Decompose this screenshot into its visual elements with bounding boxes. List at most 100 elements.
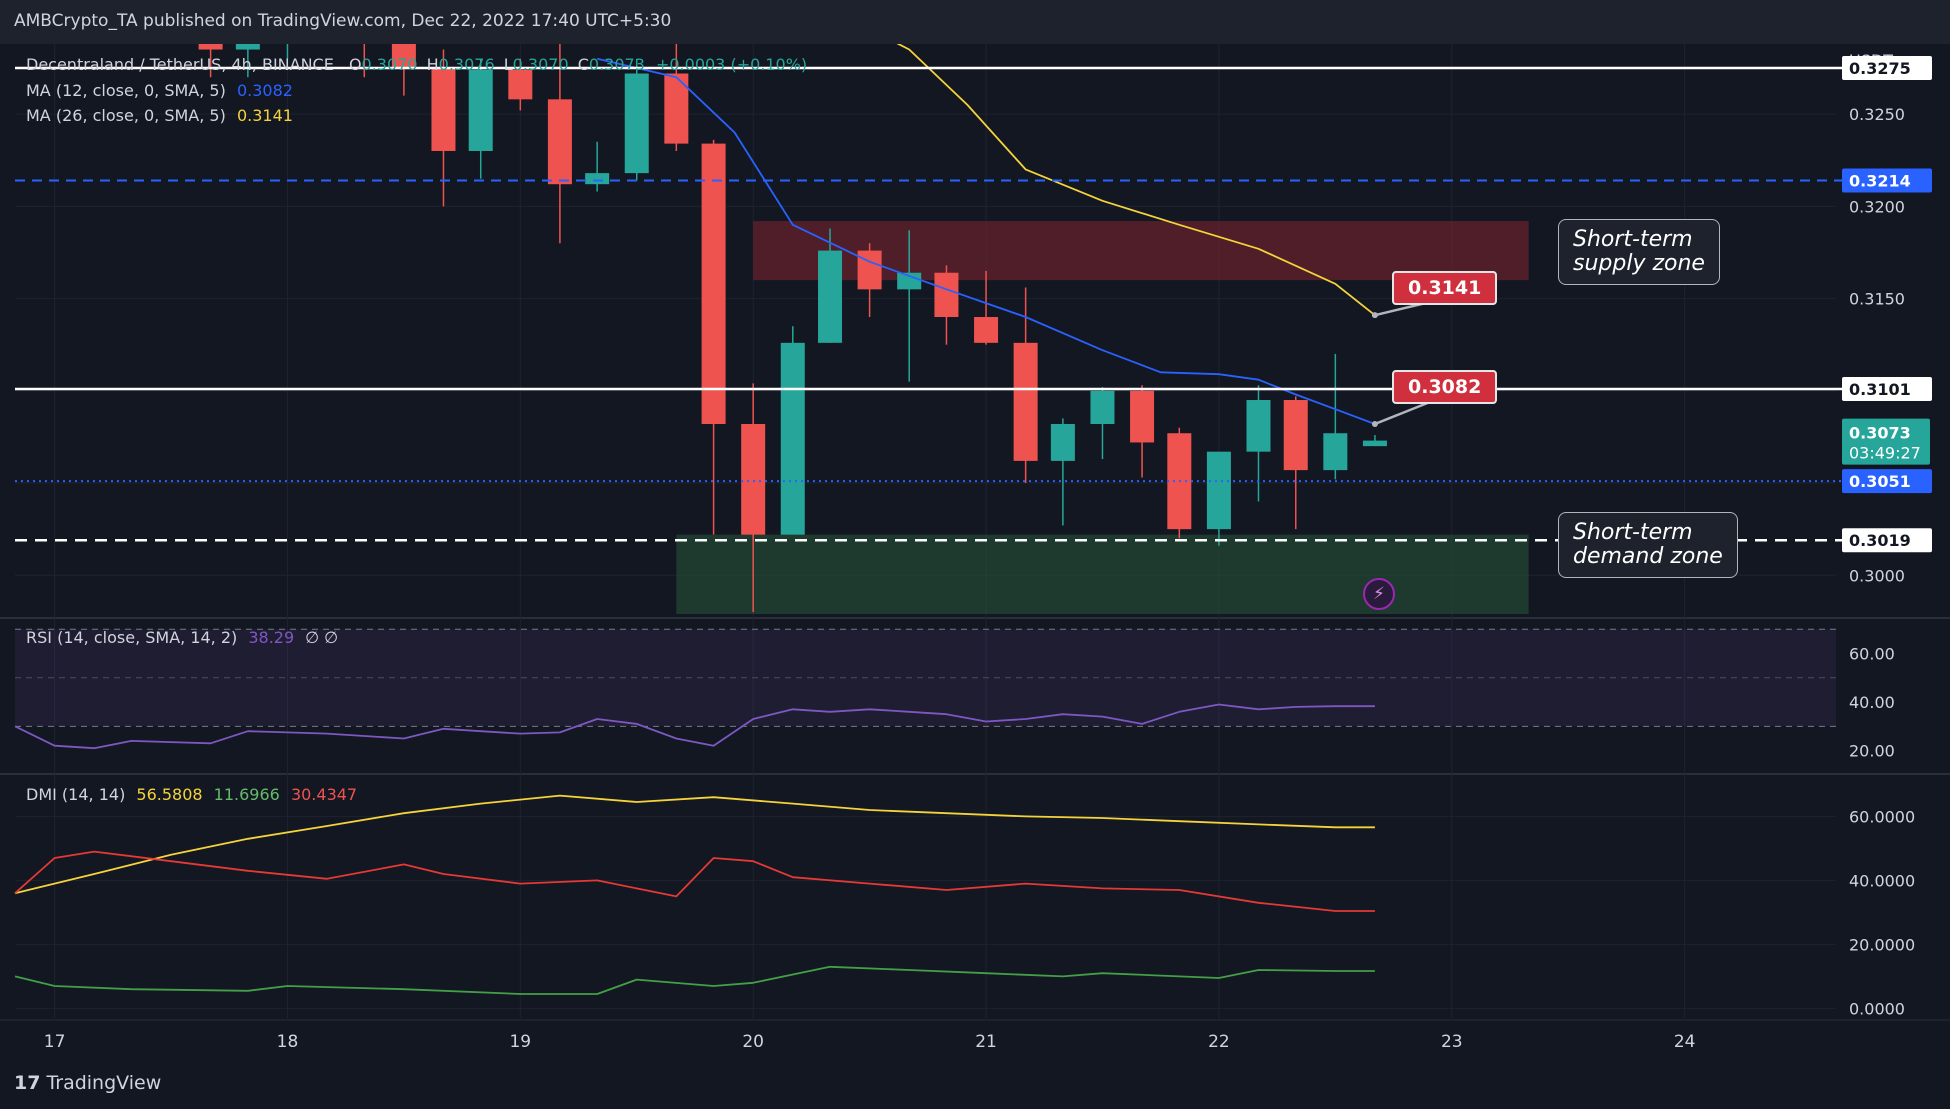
rsi-label: RSI (14, close, SMA, 14, 2) (26, 628, 238, 647)
price-level-tag: 0.3051 (1849, 472, 1911, 491)
candle-body (1246, 400, 1271, 452)
dmi-adx-line (14, 794, 1375, 895)
candle-body (547, 99, 572, 185)
ma26-legend: MA (26, close, 0, SMA, 5) 0.3141 (26, 106, 293, 125)
symbol-title: Decentraland / TetherUS, 4h, BINANCE (26, 55, 334, 74)
dmi-plus-di-line (14, 965, 1375, 995)
price-level-tag: 0.3101 (1849, 380, 1911, 399)
publisher-info: AMBCrypto_TA published on TradingView.co… (14, 11, 672, 31)
dmi-minus-di-line (14, 850, 1375, 912)
candle-body (468, 69, 493, 151)
rsi-y-tick-label: 40.00 (1849, 693, 1895, 712)
rsi-line (14, 703, 1375, 750)
price-level-tag-bg (1842, 376, 1932, 401)
dmi-y-tick-label: 0.0000 (1849, 999, 1905, 1018)
high-value: 0.3076 (438, 55, 495, 74)
candle-body (431, 67, 456, 151)
y-tick-label: 0.3200 (1849, 197, 1905, 216)
candle-body (1323, 433, 1348, 471)
supply-zone-label: Short-term supply zone (1558, 219, 1720, 285)
price-level-tag: 0.3214 (1849, 172, 1911, 191)
x-tick-label: 17 (44, 1032, 66, 1052)
ma26-callout-dot (1371, 312, 1378, 319)
close-label: C (577, 55, 589, 74)
high-label: H (426, 55, 439, 74)
change-value: +0.0003 (+0.10%) (655, 55, 808, 74)
x-tick-label: 21 (975, 1032, 997, 1052)
candle-body (585, 173, 610, 185)
price-level-tag: 0.3275 (1849, 59, 1911, 78)
low-label: L (503, 55, 513, 74)
dmi-y-tick-label: 20.0000 (1849, 935, 1915, 954)
ma26-label: MA (26, close, 0, SMA, 5) (26, 106, 226, 125)
x-tick-label: 19 (509, 1032, 531, 1052)
x-tick-label: 18 (277, 1032, 299, 1052)
dmi-adx: 56.5808 (136, 785, 203, 804)
ma26-value: 0.3141 (236, 106, 293, 125)
candle-body (198, 44, 223, 50)
candle-body (624, 73, 649, 174)
y-tick-label: 0.3250 (1849, 105, 1905, 124)
y-tick-label: 0.3000 (1849, 566, 1905, 585)
tradingview-logo-icon: 17 (14, 1072, 41, 1094)
ma12-legend: MA (12, close, 0, SMA, 5) 0.3082 (26, 81, 293, 100)
lightning-alert-icon[interactable]: ⚡ (1363, 578, 1395, 610)
dmi-y-tick-label: 40.0000 (1849, 871, 1915, 890)
open-label: O (348, 55, 362, 74)
last-price-countdown: 03:49:27 (1849, 444, 1921, 463)
footer (0, 1057, 1950, 1109)
candle-body (897, 272, 922, 290)
rsi-value: 38.29 (248, 628, 295, 647)
brand-name: TradingView (46, 1072, 162, 1094)
rsi-extra: ∅ ∅ (305, 628, 339, 647)
ma26-callout: 0.3141 (1392, 271, 1498, 305)
rsi-y-tick-label: 60.00 (1849, 645, 1895, 664)
candle-body (1130, 390, 1155, 443)
candle-body (1206, 451, 1231, 530)
dmi-plus: 11.6966 (213, 785, 280, 804)
x-tick-label: 23 (1441, 1032, 1463, 1052)
candle-body (741, 424, 766, 535)
candle-body (391, 44, 416, 68)
last-price-tag-bg (1842, 418, 1930, 465)
dmi-y-tick-label: 60.0000 (1849, 807, 1915, 826)
symbol-legend: Decentraland / TetherUS, 4h, BINANCE O0.… (26, 55, 807, 74)
candle-body (818, 250, 843, 343)
ma12-value: 0.3082 (236, 81, 293, 100)
candle-body (857, 250, 882, 290)
price-level-tag-bg (1842, 469, 1932, 494)
candle-body (275, 22, 299, 24)
candle-body (701, 143, 726, 425)
candle-body (235, 44, 260, 50)
dmi-legend: DMI (14, 14) 56.5808 11.6966 30.4347 (26, 785, 357, 804)
price-level-tag-bg (1842, 55, 1932, 80)
supply-zone-rect (753, 221, 1529, 281)
candle-body (1283, 400, 1308, 471)
candle-body (508, 69, 533, 100)
rsi-band (15, 629, 1836, 727)
ma12-callout-dot (1371, 421, 1378, 427)
x-tick-label: 22 (1208, 1032, 1230, 1052)
candle-body (1362, 440, 1387, 447)
dmi-label: DMI (14, 14) (26, 785, 126, 804)
tradingview-brand[interactable]: 17 TradingView (14, 1072, 161, 1094)
publish-bar: AMBCrypto_TA published on TradingView.co… (0, 0, 1950, 44)
main-plot (198, 22, 1529, 614)
candle-body (1050, 424, 1075, 461)
dmi-minus: 30.4347 (290, 785, 358, 804)
ma12-callout-pointer (1374, 400, 1431, 426)
candle-body (974, 317, 999, 343)
rsi-legend: RSI (14, close, SMA, 14, 2) 38.29 ∅ ∅ (26, 628, 338, 647)
price-level-tag: 0.3019 (1849, 531, 1911, 550)
candle-body (352, 22, 376, 37)
last-price-tag: 0.3073 (1849, 424, 1911, 443)
x-tick-label: 20 (742, 1032, 764, 1052)
open-value: 0.3070 (361, 55, 418, 74)
candle-body (934, 272, 959, 318)
price-level-tag-bg (1842, 168, 1932, 193)
x-tick-label: 24 (1674, 1032, 1696, 1052)
candle-body (780, 342, 805, 535)
low-value: 0.3070 (512, 55, 569, 74)
demand-zone-label: Short-term demand zone (1558, 512, 1738, 578)
